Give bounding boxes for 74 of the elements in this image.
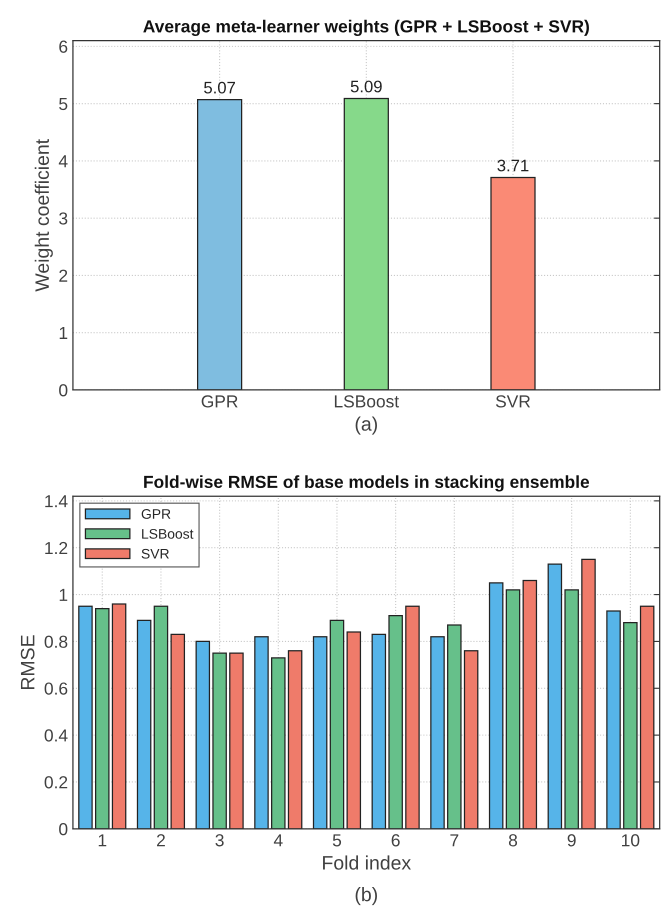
y-tick-label: 1 [60,327,68,339]
x-axis-title: Fold index [323,855,411,870]
x-tick-label: 5 [332,834,342,846]
bar [136,620,152,829]
x-tick-label: 6 [392,834,400,846]
bar [229,652,244,829]
y-tick-label: 0 [59,384,68,396]
bar [405,606,420,829]
data-label: 5.09 [350,80,382,92]
y-axis-title: RMSE [20,635,35,690]
bar [506,589,520,829]
bar [154,606,168,829]
x-tick-label: 9 [568,834,576,846]
bar [490,176,536,390]
bar [330,620,344,829]
legend-label: LSBoost [142,528,194,539]
y-tick-label: 0.6 [44,682,68,695]
y-tick-label: 3 [59,212,68,225]
x-tick-label: 1 [98,834,106,846]
y-tick-label: 2 [59,270,68,282]
x-axis-title: (a) [356,416,377,435]
x-tick-label: LSBoost [334,395,399,408]
x-tick-label: 2 [156,834,165,846]
data-label: 3.71 [497,160,528,172]
y-tick-label: 1 [60,588,68,601]
y-axis-title: Weight coefficient [34,139,53,292]
bar [271,657,286,829]
bar [388,615,403,829]
bar [94,608,110,829]
bar [447,624,462,829]
x-tick-label: 10 [622,834,640,846]
y-tick-label: 6 [59,40,68,53]
y-tick-label: 0 [59,822,68,836]
x-tick-label: 8 [508,834,518,846]
bar [372,634,386,829]
x-tick-label: 4 [274,834,283,846]
legend-label: GPR [142,509,170,519]
bar [488,582,504,829]
bar [78,606,93,829]
bar [522,580,538,829]
x-tick-label: SVR [496,395,530,408]
x-tick-label: 3 [215,834,224,846]
bar [581,558,596,829]
y-tick-label: 1.2 [45,542,68,554]
bar [623,622,638,829]
x-tick-label: 7 [450,834,458,846]
x-tick-label: GPR [202,395,238,408]
bar [464,650,478,829]
bar [430,636,445,829]
bar [112,603,126,829]
y-tick-label: 1.4 [45,495,68,508]
y-tick-label: 0.4 [44,729,68,742]
bar [346,631,362,829]
y-tick-label: 5 [59,98,68,110]
bar [640,606,654,829]
bar [196,640,210,829]
text: (b) [356,887,377,906]
bar [212,652,227,829]
bar [196,99,242,390]
chart-title: Fold-wise RMSE of base models in stacking ensemble [144,475,590,492]
chart-title: Average meta-learner weights (GPR + LSBoost + SVR) [143,20,589,36]
bar [344,98,389,390]
bar [254,636,269,829]
bar [548,563,562,829]
y-tick-label: 4 [58,155,68,168]
bar [606,610,621,829]
bar [312,636,328,829]
y-tick-label: 0.2 [44,776,68,788]
bar [564,589,579,829]
bar [170,634,186,829]
bar [288,650,302,829]
y-tick-label: 0.8 [44,636,68,648]
data-label: 5.07 [204,82,236,94]
legend-label: SVR [142,548,169,559]
